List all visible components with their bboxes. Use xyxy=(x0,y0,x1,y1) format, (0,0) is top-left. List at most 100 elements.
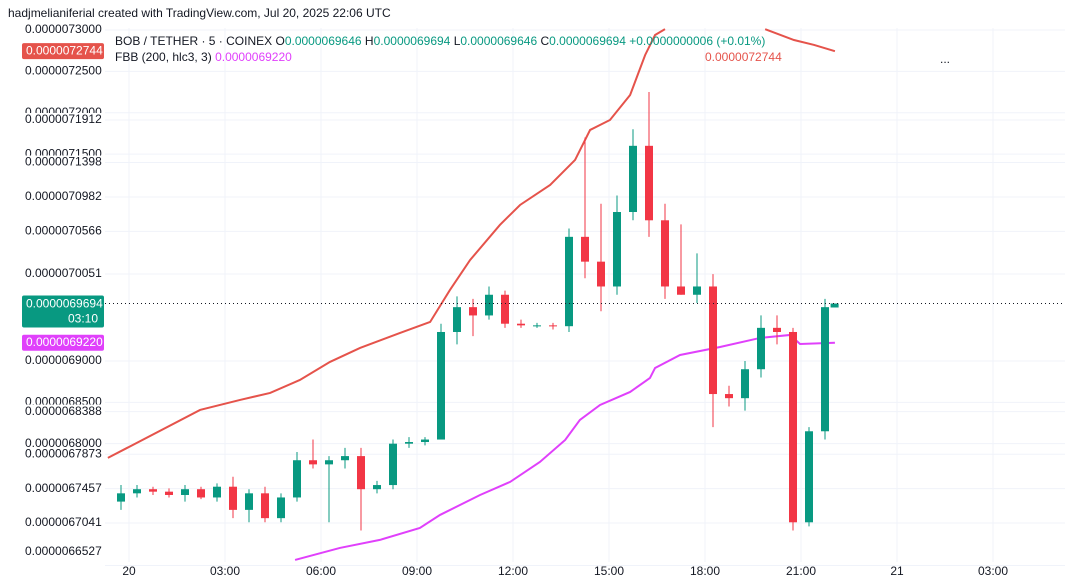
candle-body xyxy=(597,261,605,287)
candle-body xyxy=(197,489,205,498)
candle-body xyxy=(661,220,669,287)
band-line xyxy=(294,333,835,561)
candle-body xyxy=(693,286,701,295)
tick-label-bg xyxy=(22,22,102,37)
high-value: 0.0000069694 xyxy=(374,34,451,48)
candle-body xyxy=(517,323,525,326)
y-tick-label: 0.0000069000 xyxy=(25,353,102,367)
y-tick-label: 0.0000070982 xyxy=(25,189,102,203)
y-tick-label: 0.0000067457 xyxy=(25,481,102,495)
upper-tag: 0.0000072744 xyxy=(26,43,103,57)
candle-body xyxy=(821,307,829,432)
y-tick-label: 0.0000067041 xyxy=(25,515,102,529)
candle-body xyxy=(741,369,749,399)
indicator-lower: 0.0000069220 xyxy=(215,50,292,64)
symbol: BOB / TETHER · 5 · COINEX xyxy=(115,34,272,48)
change: +0.0000000006 (+0.01%) xyxy=(629,34,765,48)
x-tick-label: 21 xyxy=(890,564,904,577)
x-tick-label: 20 xyxy=(122,564,136,577)
candle-body xyxy=(709,286,717,395)
y-tick-label: 0.0000066527 xyxy=(25,544,102,558)
candle-body xyxy=(261,493,269,519)
candle-body xyxy=(629,145,637,213)
candle-body xyxy=(309,460,317,465)
tick-label-bg xyxy=(22,64,102,79)
indicator-line: FBB (200, hlc3, 3) 0.0000069220 xyxy=(115,50,292,64)
x-tick-label: 06:00 xyxy=(306,564,336,577)
watermark: hadjmelianiferial created with TradingVi… xyxy=(8,6,391,20)
indicator: FBB (200, hlc3, 3) xyxy=(115,50,212,64)
tick-label-bg xyxy=(22,447,102,462)
candle-body xyxy=(645,145,653,221)
candle-body xyxy=(165,491,173,495)
candle-body xyxy=(293,460,301,498)
candle-body xyxy=(453,307,461,332)
lower-tag: 0.0000069220 xyxy=(26,335,103,349)
x-tick-label: 03:00 xyxy=(210,564,240,577)
x-tick-label: 03:00 xyxy=(978,564,1008,577)
more-button[interactable]: ... xyxy=(940,52,950,66)
candle-body xyxy=(325,460,333,465)
candle-body xyxy=(533,325,541,327)
candle-body xyxy=(149,489,157,492)
candle-body xyxy=(405,442,413,444)
tick-label-bg xyxy=(22,353,102,368)
close-label: C xyxy=(540,34,549,48)
candle-body xyxy=(357,456,365,490)
candle-body xyxy=(830,303,839,308)
candle-body xyxy=(437,331,445,440)
candle-body xyxy=(677,286,685,295)
legend-line: BOB / TETHER · 5 · COINEX O0.0000069646 … xyxy=(115,34,765,48)
lower-tag-bg xyxy=(22,334,104,351)
candle-body xyxy=(501,294,509,324)
y-tick-label: 0.0000067873 xyxy=(25,446,102,460)
axes: 0.00000730000.00000725000.00000720000.00… xyxy=(22,22,1008,577)
candle-body xyxy=(581,236,589,262)
candle-body xyxy=(565,236,573,327)
candle-body xyxy=(773,327,781,332)
candle-body xyxy=(613,212,621,287)
tick-label-bg xyxy=(22,436,102,451)
y-tick-label: 0.0000068000 xyxy=(25,436,102,450)
candle-body xyxy=(789,331,797,523)
candle-body xyxy=(421,439,429,443)
candle-body xyxy=(373,485,381,490)
last-tag: 0.0000069694 xyxy=(26,297,103,311)
candle-body xyxy=(549,325,557,327)
low-label: L xyxy=(454,34,461,48)
candle-body xyxy=(229,486,237,510)
candle-body xyxy=(277,497,285,519)
candle-body xyxy=(805,431,813,523)
plot-area xyxy=(105,28,1065,561)
candle-body xyxy=(389,443,397,486)
tick-label-bg xyxy=(22,266,102,281)
last-tag-bg xyxy=(22,295,104,328)
y-tick-label: 0.0000071912 xyxy=(25,112,102,126)
low-value: 0.0000069646 xyxy=(460,34,537,48)
y-tick-label: 0.0000071398 xyxy=(25,155,102,169)
candle-body xyxy=(245,493,253,510)
candle-body xyxy=(133,489,141,494)
tick-label-bg xyxy=(22,545,102,559)
candle-body xyxy=(117,493,125,502)
open-label: O xyxy=(275,34,284,48)
upper-tag-bg xyxy=(22,43,104,60)
tick-label-bg xyxy=(22,189,102,204)
x-tick-label: 21:00 xyxy=(786,564,816,577)
tick-label-bg xyxy=(22,404,102,419)
tick-label-bg xyxy=(22,516,102,531)
candle-body xyxy=(725,394,733,399)
x-tick-label: 15:00 xyxy=(594,564,624,577)
tick-label-bg xyxy=(22,155,102,170)
indicator-upper: 0.0000072744 xyxy=(705,50,782,64)
band-line xyxy=(107,28,836,459)
x-tick-label: 18:00 xyxy=(690,564,720,577)
y-tick-label: 0.0000070566 xyxy=(25,224,102,238)
candle-body xyxy=(469,307,477,316)
grid xyxy=(105,28,1065,567)
y-tick-label: 0.0000073000 xyxy=(25,22,102,36)
x-tick-label: 12:00 xyxy=(498,564,528,577)
candle-body xyxy=(181,489,189,495)
tick-label-bg xyxy=(22,113,102,128)
